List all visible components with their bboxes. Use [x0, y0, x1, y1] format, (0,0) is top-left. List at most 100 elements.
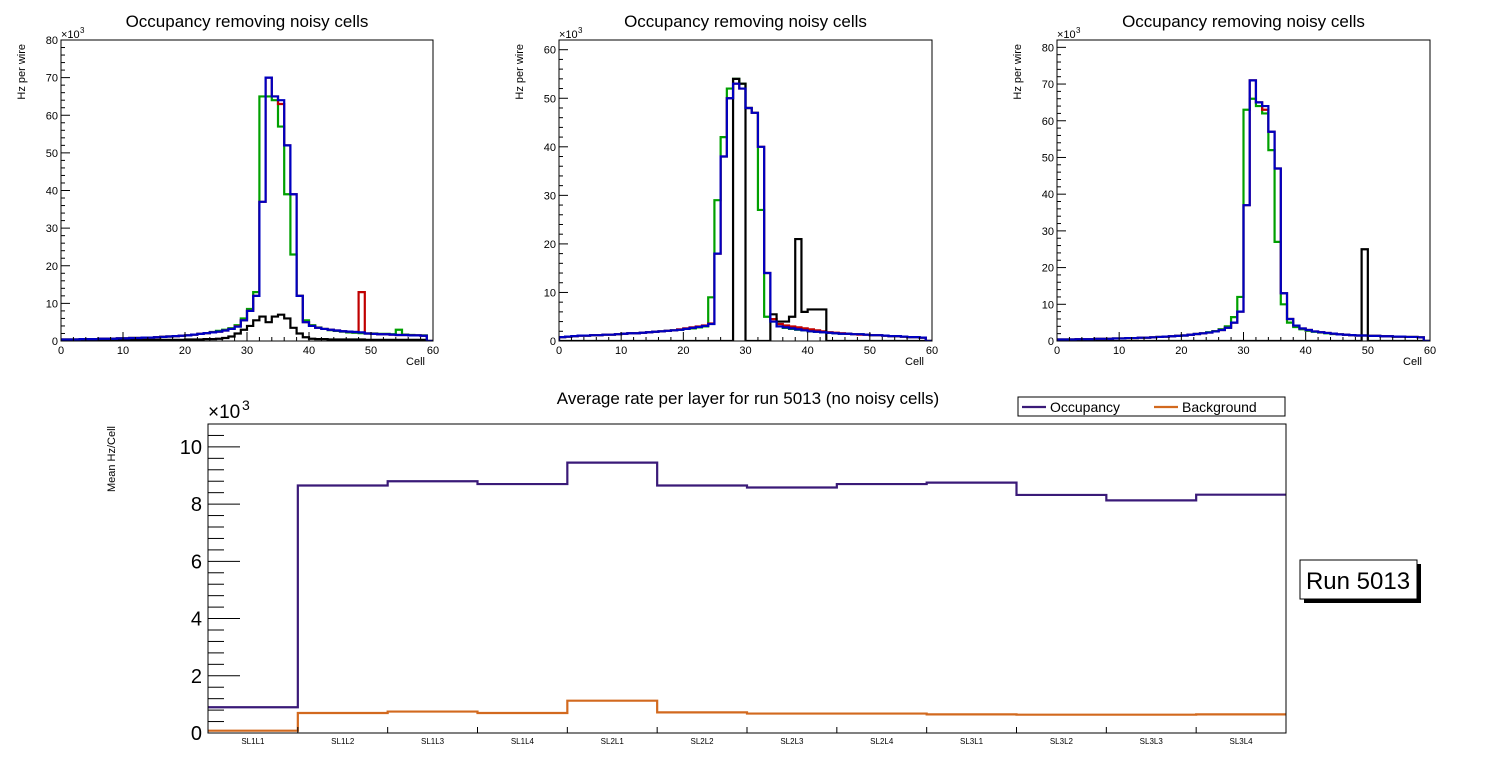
- histogram-series-1: [61, 95, 433, 341]
- y-tick-label: 10: [1042, 299, 1054, 311]
- occupancy-series: [208, 461, 1286, 709]
- category-label: SL1L1: [241, 737, 265, 746]
- y-tick-label: 30: [46, 223, 58, 235]
- x-tick-label: 0: [58, 345, 64, 357]
- histogram-series-3: [1057, 248, 1430, 341]
- y-exponent: ×10: [559, 29, 578, 41]
- y-tick-label: 2: [191, 666, 202, 688]
- y-tick-label: 60: [46, 110, 58, 122]
- plot-frame: [207, 423, 1287, 734]
- x-tick-label: 10: [1113, 345, 1125, 357]
- category-label: SL1L2: [331, 737, 355, 746]
- y-axis-label: Hz per wire: [16, 44, 28, 100]
- y-axis-label: Hz per wire: [514, 44, 526, 100]
- x-tick-label: 30: [739, 345, 751, 357]
- y-tick-label: 80: [46, 35, 58, 47]
- panel-title: Average rate per layer for run 5013 (no …: [557, 389, 939, 408]
- panel-title: Occupancy removing noisy cells: [1122, 12, 1365, 31]
- y-tick-label: 70: [46, 73, 58, 85]
- x-tick-label: 60: [926, 345, 938, 357]
- y-tick-label: 4: [191, 609, 202, 631]
- x-tick-label: 20: [1175, 345, 1187, 357]
- legend-box: [1017, 396, 1286, 417]
- x-tick-label: 0: [556, 345, 562, 357]
- y-exponent: ×10: [208, 402, 240, 423]
- panel-title: Occupancy removing noisy cells: [624, 12, 867, 31]
- y-tick-label: 30: [544, 190, 556, 202]
- category-label: SL2L2: [691, 737, 715, 746]
- x-axis-label: Cell: [905, 356, 924, 368]
- category-label: SL3L1: [960, 737, 984, 746]
- category-label: SL2L1: [601, 737, 625, 746]
- y-tick-label: 50: [46, 148, 58, 160]
- x-axis-label: Cell: [1403, 356, 1422, 368]
- x-tick-label: 50: [1362, 345, 1374, 357]
- category-label: SL2L3: [780, 737, 804, 746]
- y-tick-label: 40: [544, 142, 556, 154]
- background-series: [208, 699, 1286, 732]
- y-tick-label: 8: [191, 494, 202, 516]
- category-label: SL3L4: [1230, 737, 1254, 746]
- y-tick-label: 20: [544, 239, 556, 251]
- occupancy-panel-3: Occupancy removing noisy cells 0 10 20 30 40 5…: [1012, 12, 1436, 368]
- y-exponent: ×10: [61, 29, 80, 41]
- histogram-series-4: [1057, 79, 1430, 341]
- y-tick-label: 70: [1042, 79, 1054, 91]
- y-tick-label: 40: [46, 186, 58, 198]
- histogram-series-2: [61, 76, 433, 341]
- run-label-frame: [1299, 559, 1418, 600]
- category-label: SL2L4: [870, 737, 894, 746]
- x-tick-label: 30: [1237, 345, 1249, 357]
- histogram-series-3: [61, 313, 433, 341]
- y-tick-label: 30: [1042, 226, 1054, 238]
- x-tick-label: 10: [615, 345, 627, 357]
- y-axis-label: Hz per wire: [1012, 44, 1024, 100]
- legend-background-label: Background: [1182, 399, 1257, 415]
- category-label: SL1L3: [421, 737, 445, 746]
- y-tick-label: 6: [191, 551, 202, 573]
- y-tick-label: 50: [1042, 152, 1054, 164]
- y-exponent-power: 3: [80, 26, 85, 35]
- x-tick-label: 40: [1300, 345, 1312, 357]
- y-tick-label: 0: [52, 336, 58, 348]
- y-tick-label: 10: [46, 298, 58, 310]
- run-label-box: Run 5013: [1299, 559, 1421, 603]
- y-exponent-power: 3: [578, 26, 583, 35]
- x-tick-label: 20: [677, 345, 689, 357]
- x-tick-label: 40: [303, 345, 315, 357]
- y-tick-label: 10: [544, 287, 556, 299]
- y-tick-label: 80: [1042, 42, 1054, 54]
- x-tick-label: 0: [1054, 345, 1060, 357]
- y-axis-label: Mean Hz/Cell: [106, 426, 118, 492]
- y-tick-label: 0: [550, 336, 556, 348]
- y-tick-label: 0: [191, 723, 202, 745]
- panel-title: Occupancy removing noisy cells: [126, 12, 369, 31]
- x-tick-label: 50: [365, 345, 377, 357]
- y-tick-label: 20: [1042, 263, 1054, 275]
- x-tick-label: 50: [864, 345, 876, 357]
- x-tick-label: 20: [179, 345, 191, 357]
- y-exponent-power: 3: [1076, 26, 1081, 35]
- average-rate-panel: Average rate per layer for run 5013 (no …: [106, 389, 1421, 746]
- histogram-series-4: [559, 82, 932, 341]
- category-label: SL3L2: [1050, 737, 1074, 746]
- x-axis-label: Cell: [406, 356, 425, 368]
- y-tick-label: 50: [544, 93, 556, 105]
- histogram-series-3: [559, 77, 932, 341]
- y-exponent-power: 3: [242, 397, 250, 413]
- category-label: SL1L4: [511, 737, 535, 746]
- plot-frame: [60, 39, 434, 342]
- legend: Occupancy Background: [1017, 396, 1286, 417]
- y-tick-label: 20: [46, 261, 58, 273]
- x-tick-label: 10: [117, 345, 129, 357]
- y-tick-label: 40: [1042, 189, 1054, 201]
- x-tick-label: 30: [241, 345, 253, 357]
- y-exponent: ×10: [1057, 29, 1076, 41]
- category-label: SL3L3: [1140, 737, 1164, 746]
- y-tick-label: 10: [180, 437, 202, 459]
- legend-occupancy-label: Occupancy: [1050, 399, 1120, 415]
- x-tick-label: 60: [1424, 345, 1436, 357]
